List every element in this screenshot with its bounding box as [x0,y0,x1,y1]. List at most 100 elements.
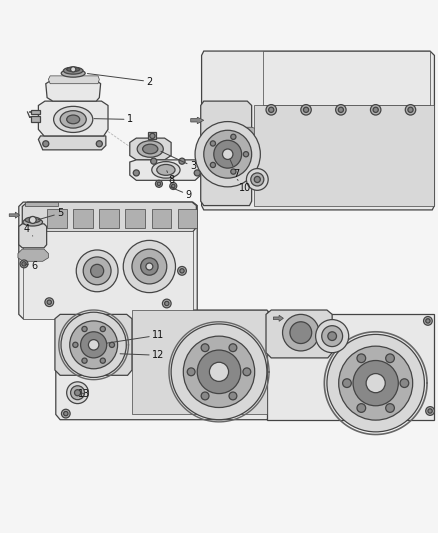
Circle shape [426,407,434,415]
Circle shape [405,104,416,115]
Circle shape [371,104,381,115]
Circle shape [408,107,413,112]
Circle shape [47,300,51,304]
Polygon shape [39,101,108,136]
Text: 11: 11 [107,330,164,343]
Circle shape [165,301,169,305]
Circle shape [400,379,409,387]
Polygon shape [9,212,20,218]
Bar [152,208,171,228]
Ellipse shape [67,67,80,71]
Circle shape [357,403,366,413]
Circle shape [43,141,49,147]
Circle shape [197,350,241,393]
Circle shape [339,346,413,420]
Circle shape [20,260,28,268]
Circle shape [304,107,309,112]
Circle shape [290,322,312,344]
Ellipse shape [61,69,85,77]
Circle shape [187,368,195,376]
Circle shape [61,312,126,377]
Text: 12: 12 [120,350,164,360]
Circle shape [353,360,398,406]
Circle shape [180,269,184,273]
Circle shape [210,163,215,167]
Polygon shape [267,314,434,419]
Circle shape [45,298,53,306]
Circle shape [229,344,237,352]
Ellipse shape [67,115,80,124]
Text: 3: 3 [161,151,196,172]
Circle shape [247,168,268,190]
Circle shape [316,320,349,353]
Circle shape [110,342,115,348]
Circle shape [328,332,336,341]
Polygon shape [132,310,267,415]
Polygon shape [55,314,132,375]
Text: 10: 10 [237,180,251,193]
Bar [99,208,119,228]
Circle shape [343,379,351,387]
Circle shape [29,216,36,223]
Circle shape [171,324,267,419]
Circle shape [201,392,209,400]
Circle shape [82,326,87,332]
Circle shape [133,170,139,176]
Circle shape [22,262,26,266]
Circle shape [266,104,276,115]
Circle shape [201,344,209,352]
Circle shape [61,409,70,418]
Circle shape [155,180,162,187]
Circle shape [157,182,161,185]
Circle shape [283,314,319,351]
Circle shape [146,263,153,270]
Circle shape [82,358,87,364]
Circle shape [327,334,424,432]
Ellipse shape [60,111,86,128]
Circle shape [73,342,78,348]
Circle shape [91,264,104,277]
Circle shape [210,141,215,146]
Polygon shape [23,231,193,319]
Circle shape [141,258,158,275]
Circle shape [268,107,274,112]
Polygon shape [48,76,99,84]
Circle shape [195,122,260,187]
Circle shape [231,134,236,140]
Circle shape [336,104,346,115]
Ellipse shape [53,107,93,133]
Circle shape [424,317,432,325]
Polygon shape [254,106,434,206]
Circle shape [254,176,260,182]
Ellipse shape [143,144,158,154]
Ellipse shape [157,165,175,175]
Polygon shape [201,101,252,206]
Ellipse shape [152,161,180,178]
Ellipse shape [137,141,163,157]
Circle shape [178,266,186,275]
Circle shape [184,336,254,408]
Circle shape [428,409,432,413]
Circle shape [204,130,252,178]
Bar [125,208,145,228]
Text: 2: 2 [88,74,152,86]
Polygon shape [201,51,434,210]
Circle shape [179,158,185,164]
Circle shape [322,326,343,346]
Bar [31,110,40,114]
Circle shape [150,133,155,139]
Circle shape [243,368,251,376]
Polygon shape [19,224,47,248]
Circle shape [301,104,311,115]
Polygon shape [262,51,430,106]
Ellipse shape [25,217,40,223]
Bar [73,208,93,228]
Text: 1: 1 [94,115,133,124]
Circle shape [386,354,394,362]
Text: 9: 9 [170,187,191,200]
Polygon shape [39,136,106,150]
Circle shape [123,240,176,293]
Text: 4: 4 [24,224,33,236]
Polygon shape [232,127,258,180]
Circle shape [88,340,99,350]
